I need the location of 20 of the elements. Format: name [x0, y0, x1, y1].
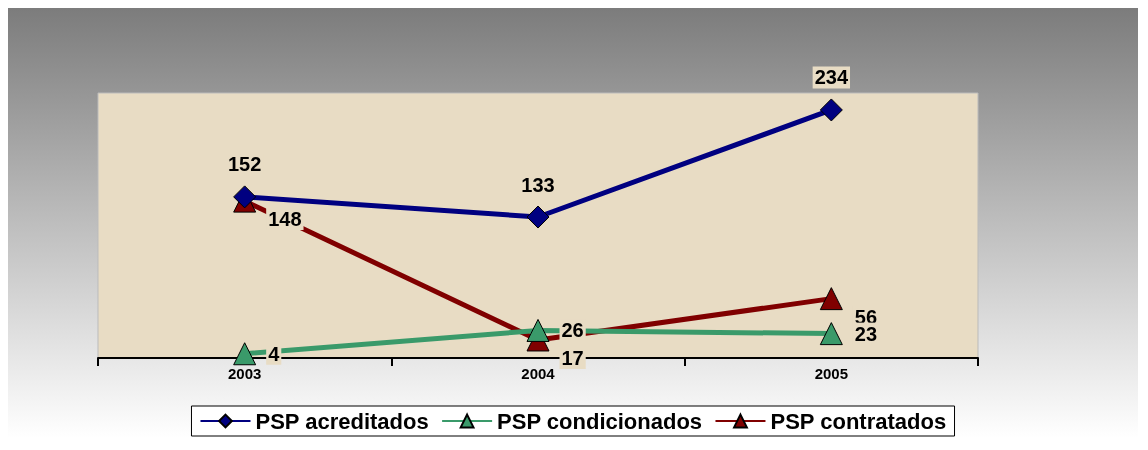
data-label: 17 — [561, 346, 584, 369]
point — [526, 205, 550, 229]
data-label: 4 — [268, 342, 281, 365]
data-label: 152 — [227, 153, 262, 176]
x-tick-label: 2005 — [814, 365, 849, 382]
legend-label: PSP contratados — [770, 408, 947, 434]
data-label: 133 — [521, 173, 555, 196]
legend-label: PSP condicionados — [497, 408, 703, 434]
point — [819, 98, 843, 122]
point — [526, 318, 550, 342]
data-label: 234 — [814, 66, 849, 89]
point — [233, 342, 257, 366]
legend-label: PSP acreditados — [255, 408, 429, 434]
point — [819, 322, 843, 346]
data-label: 23 — [854, 322, 878, 345]
point — [819, 287, 843, 311]
x-tick-label: 2003 — [227, 365, 262, 382]
data-label: 148 — [268, 208, 302, 231]
data-label: 26 — [561, 319, 584, 342]
x-tick-label: 2004 — [521, 365, 556, 382]
